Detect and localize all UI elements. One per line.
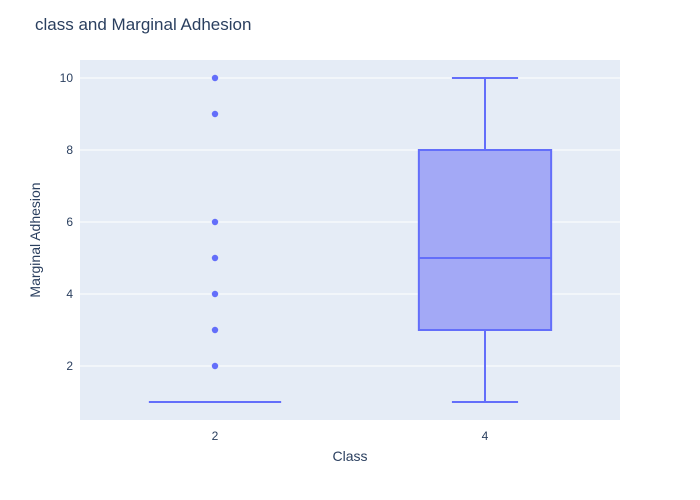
y-tick-label: 10 xyxy=(60,71,74,85)
outlier-point xyxy=(211,290,219,298)
chart-title: class and Marginal Adhesion xyxy=(35,15,251,34)
y-tick-label: 4 xyxy=(66,287,73,301)
x-tick-label: 4 xyxy=(482,429,489,443)
y-tick-label: 2 xyxy=(66,359,73,373)
iqr-box xyxy=(417,149,553,331)
x-tick-label: 2 xyxy=(212,429,219,443)
y-axis-ticks: 2 4 6 8 10 xyxy=(60,71,74,373)
outlier-point xyxy=(211,110,219,118)
outlier-point xyxy=(211,254,219,262)
outlier-point xyxy=(211,326,219,334)
outlier-point xyxy=(211,74,219,82)
y-tick-label: 6 xyxy=(66,215,73,229)
outlier-point xyxy=(211,218,219,226)
boxes xyxy=(148,74,553,403)
outlier-point xyxy=(211,362,219,370)
x-axis-label: Class xyxy=(332,448,367,464)
y-tick-label: 8 xyxy=(66,143,73,157)
box-4 xyxy=(417,77,553,403)
box-2 xyxy=(148,74,282,403)
y-axis-label: Marginal Adhesion xyxy=(27,182,43,297)
